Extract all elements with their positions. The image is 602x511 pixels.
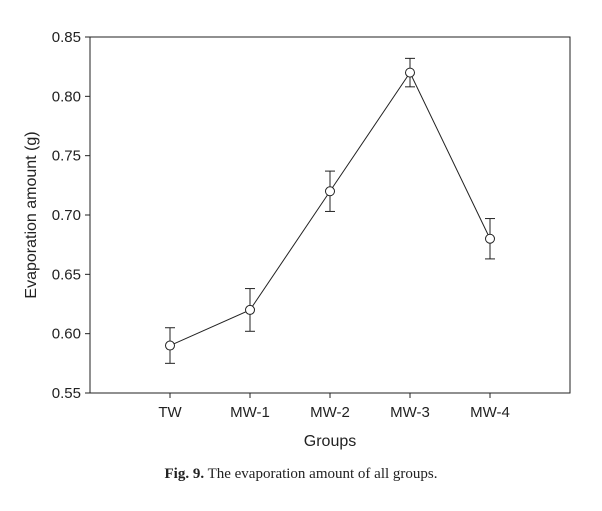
- data-point: [405, 67, 415, 78]
- y-axis: 0.55 0.60 0.65 0.70 0.75 0.80 0.85: [52, 29, 90, 402]
- y-tick-label: 0.85: [52, 29, 81, 46]
- y-tick-label: 0.60: [52, 326, 81, 343]
- y-tick-label: 0.55: [52, 385, 81, 402]
- x-tick-label: TW: [158, 404, 182, 421]
- figure-caption-text: The evaporation amount of all groups.: [207, 466, 438, 482]
- x-tick-label: MW-2: [310, 404, 350, 421]
- y-axis-title: Evaporation amount (g): [23, 131, 40, 298]
- data-point: [245, 304, 255, 315]
- x-tick-label: MW-1: [230, 404, 270, 421]
- y-tick-label: 0.75: [52, 148, 81, 165]
- figure-caption: Fig. 9. The evaporation amount of all gr…: [0, 466, 602, 483]
- data-point: [485, 233, 495, 244]
- x-tick-label: MW-3: [390, 404, 430, 421]
- x-tick-label: MW-4: [470, 404, 510, 421]
- figure-caption-label: Fig. 9.: [164, 466, 205, 482]
- plot-frame: [89, 36, 571, 394]
- x-axis-title: Groups: [304, 433, 356, 450]
- chart: 0.55 0.60 0.65 0.70 0.75 0.80 0.85 TW MW-1 MW-2 M…: [23, 29, 571, 450]
- series-layer: [165, 57, 495, 364]
- y-tick-label: 0.65: [52, 266, 81, 283]
- x-axis: TW MW-1 MW-2 MW-3 MW-4: [158, 393, 510, 421]
- y-tick-label: 0.70: [52, 207, 81, 224]
- data-point: [165, 340, 175, 351]
- data-point: [325, 186, 335, 197]
- y-tick-label: 0.80: [52, 88, 81, 105]
